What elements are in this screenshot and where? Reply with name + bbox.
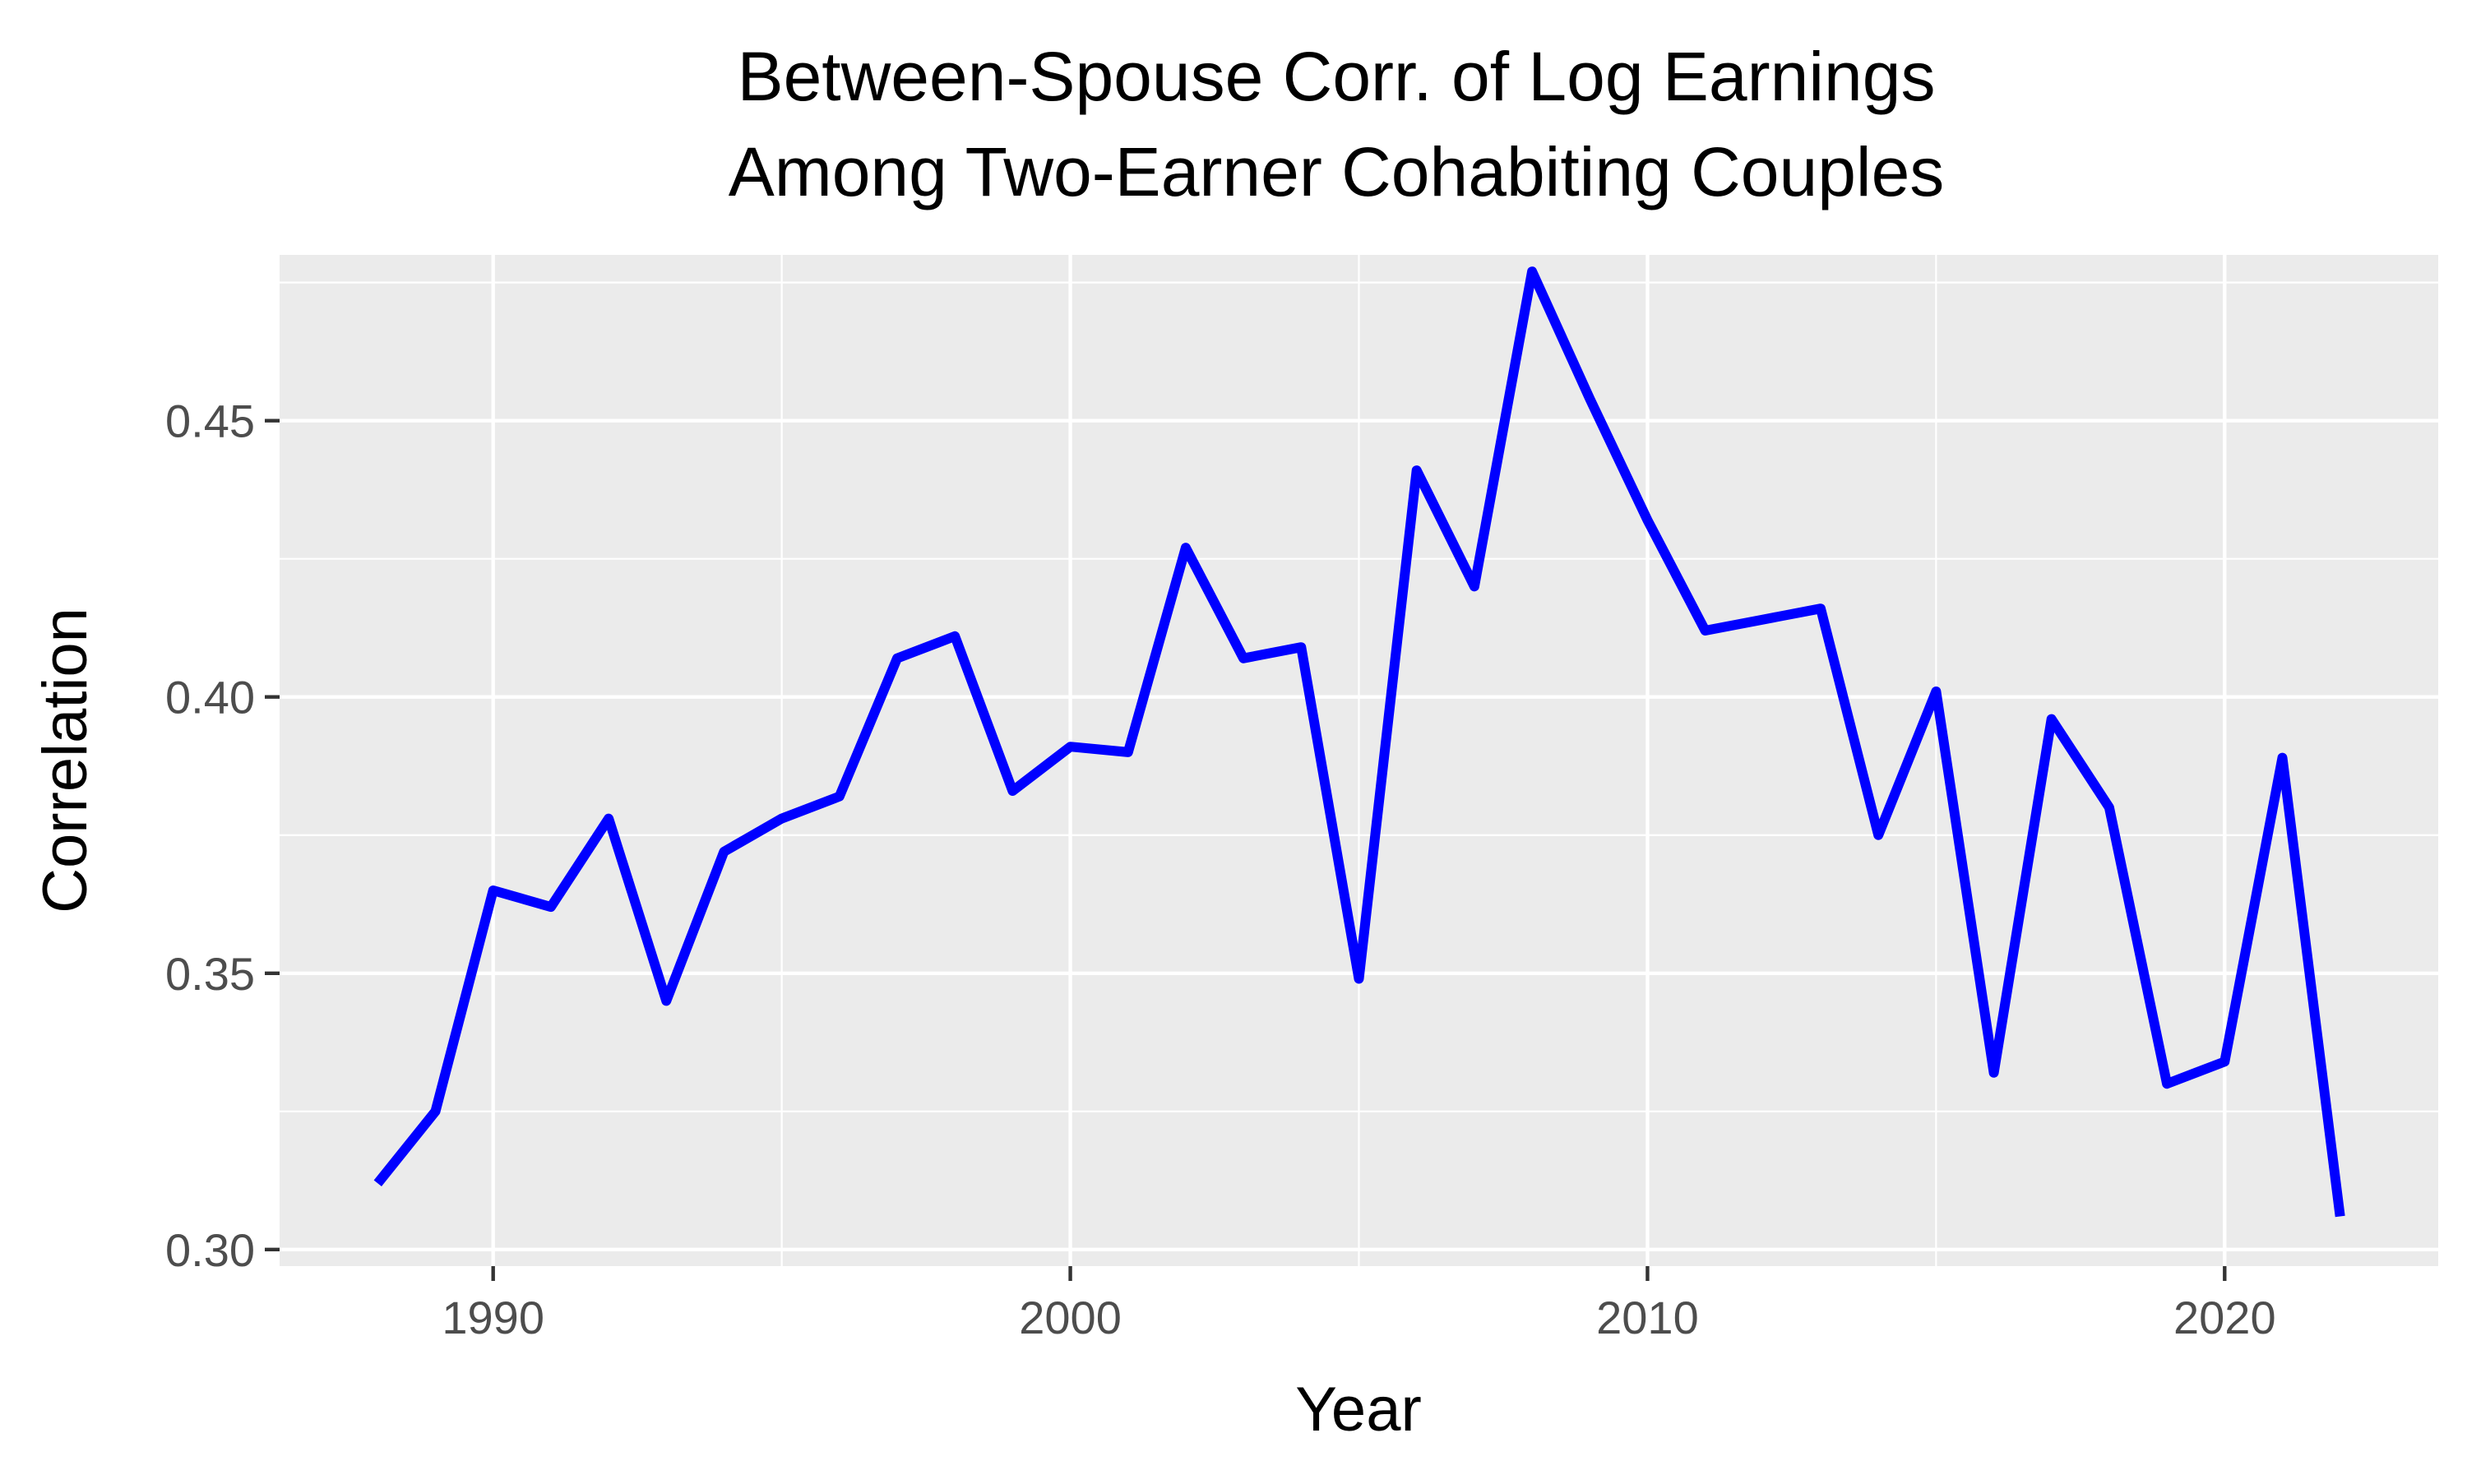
x-tick-label: 2010 [1596, 1292, 1699, 1343]
chart-title: Between-Spouse Corr. of Log Earnings [738, 38, 1936, 115]
series-line [373, 266, 2345, 1218]
series-layer [373, 266, 2345, 1218]
x-axis-title: Year [1295, 1375, 1422, 1445]
y-tick-label: 0.45 [165, 395, 255, 447]
y-tick-label: 0.40 [165, 672, 255, 724]
y-tick-label: 0.35 [165, 948, 255, 1000]
x-tick-label: 1990 [442, 1292, 544, 1343]
chart-subtitle: Among Two-Earner Cohabiting Couples [729, 133, 1945, 210]
minor-gridlines [280, 255, 2438, 1266]
y-axis: 0.30 0.35 0.40 0.45 [165, 395, 280, 1276]
x-tick-label: 2020 [2173, 1292, 2276, 1343]
y-tick-label: 0.30 [165, 1224, 255, 1276]
y-axis-title: Correlation [30, 608, 100, 913]
x-axis: 1990 2000 2010 2020 [442, 1266, 2276, 1343]
major-gridlines [280, 255, 2438, 1266]
x-tick-label: 2000 [1019, 1292, 1122, 1343]
